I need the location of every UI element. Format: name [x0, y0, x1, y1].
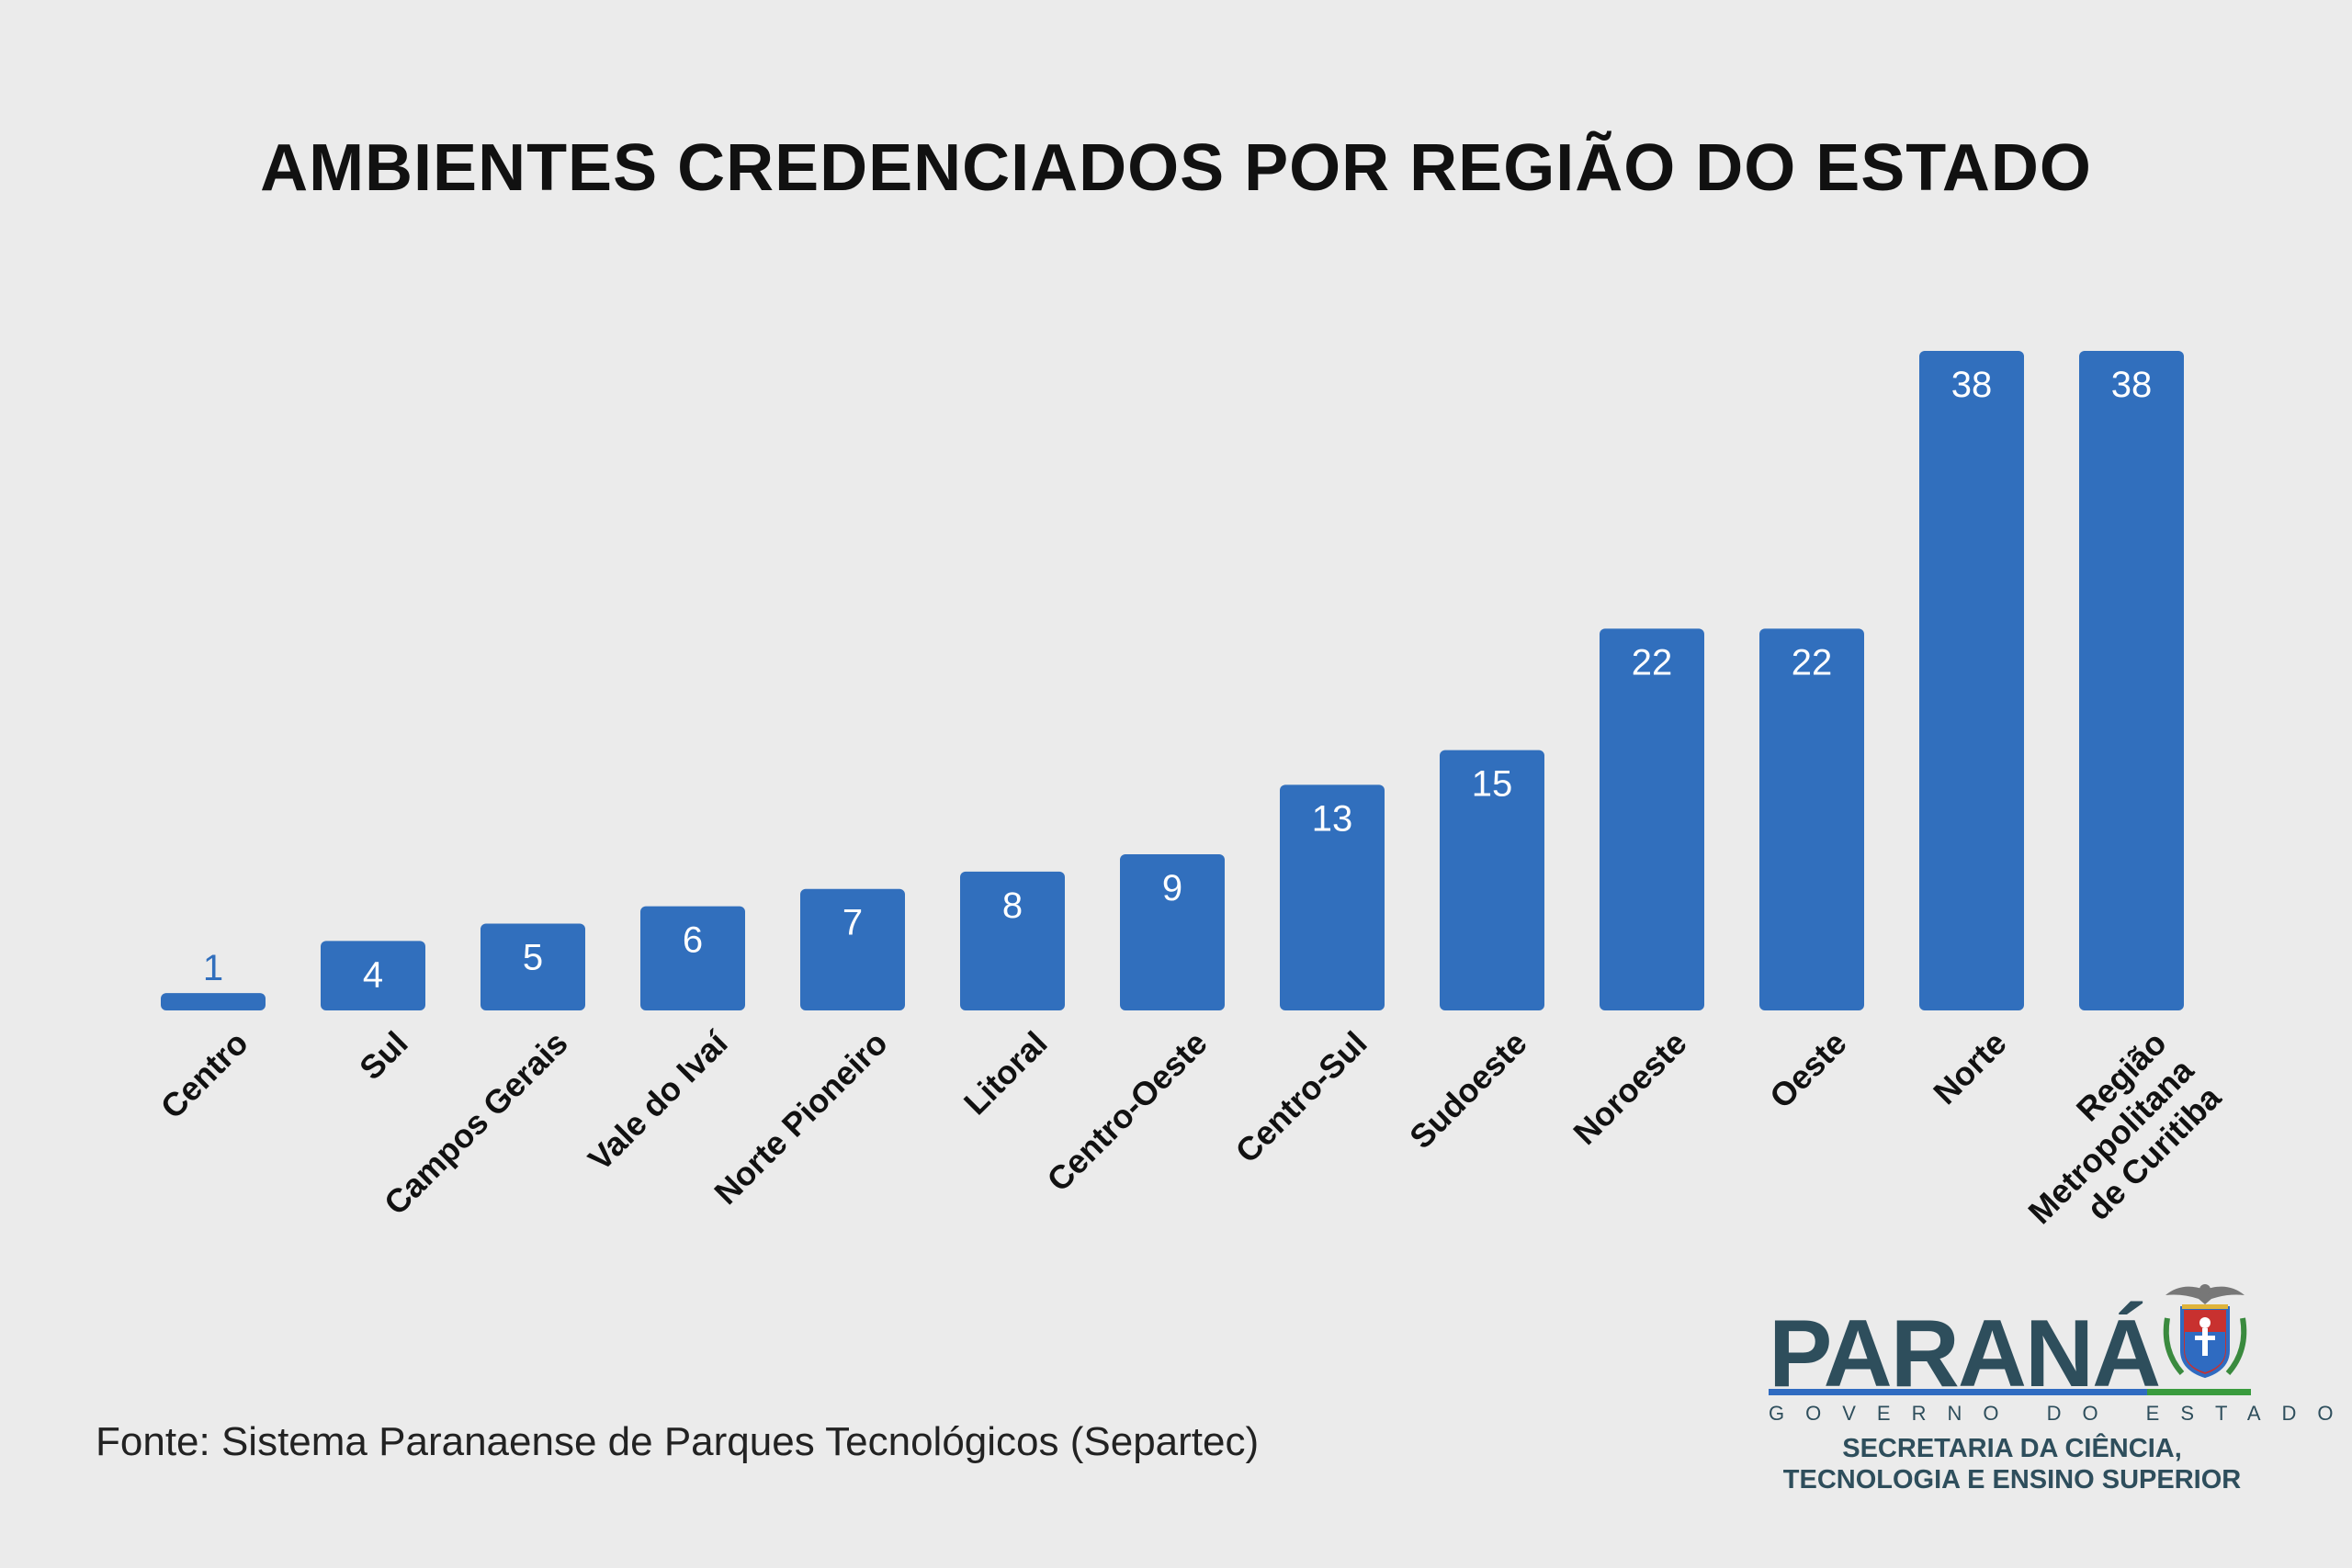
x-tick-label: Vale do Ivaí — [581, 1023, 735, 1178]
x-tick-label: Norte Pioneiro — [707, 1024, 894, 1212]
x-tick-label: Centro — [153, 1024, 255, 1126]
logo-blue-rule — [1769, 1389, 2147, 1395]
logo-department: SECRETARIA DA CIÊNCIA, TECNOLOGIA E ENSI… — [1764, 1433, 2260, 1495]
x-tick-label-line: Oeste — [1762, 1024, 1854, 1116]
x-tick-label: Norte — [1926, 1024, 2013, 1111]
logo-green-rule — [2147, 1389, 2251, 1395]
bar-value-label: 1 — [203, 948, 223, 988]
bar-value-label: 13 — [1312, 798, 1353, 839]
logo-subtitle: GOVERNO DO ESTADO — [1769, 1402, 2352, 1425]
x-tick-label: Sul — [352, 1024, 415, 1088]
bar — [640, 906, 745, 1010]
bar — [2079, 351, 2184, 1010]
bar — [1440, 750, 1544, 1010]
bar-value-label: 5 — [523, 938, 543, 978]
x-tick-label: Sudoeste — [1402, 1024, 1534, 1156]
bar — [1919, 351, 2024, 1010]
x-tick-label-line: Centro — [153, 1024, 255, 1126]
x-tick-label-line: Litoral — [956, 1024, 1055, 1122]
bar-value-label: 4 — [363, 954, 383, 995]
parana-logo: PARANÁ GOVERNO DO ESTADO SECRETARIA DA C… — [1764, 1277, 2352, 1497]
bar — [800, 888, 905, 1010]
bar — [1600, 628, 1704, 1010]
x-tick-label-line: Centro-Sul — [1228, 1024, 1374, 1170]
bar-value-label: 38 — [1951, 365, 1993, 405]
parana-coat-of-arms-icon — [2163, 1284, 2247, 1379]
x-tick-label-line: Norte — [1926, 1024, 2013, 1111]
bar-value-label: 8 — [1002, 886, 1023, 926]
logo-department-line1: SECRETARIA DA CIÊNCIA, — [1842, 1434, 2182, 1463]
logo-department-line2: TECNOLOGIA E ENSINO SUPERIOR — [1782, 1465, 2242, 1495]
bar — [960, 871, 1065, 1010]
bar — [1120, 853, 1225, 1010]
bar-value-label: 22 — [1792, 642, 1833, 682]
bar — [1280, 784, 1385, 1010]
chart-title: AMBIENTES CREDENCIADOS POR REGIÃO DO EST… — [260, 131, 2092, 205]
x-tick-label: Centro-Sul — [1228, 1024, 1374, 1170]
bar — [321, 941, 425, 1010]
bar — [1759, 628, 1864, 1010]
bar — [161, 993, 266, 1010]
x-tick-label-line: Noroeste — [1566, 1024, 1693, 1152]
bar-value-label: 22 — [1632, 642, 1673, 682]
bar-value-label: 6 — [683, 920, 703, 961]
x-tick-label-line: Sudoeste — [1402, 1024, 1534, 1156]
x-tick-label: Litoral — [956, 1024, 1055, 1122]
x-tick-label: Noroeste — [1566, 1024, 1693, 1152]
x-tick-label-line: Sul — [352, 1024, 415, 1088]
bar — [481, 923, 585, 1010]
bar-value-label: 9 — [1162, 868, 1182, 908]
x-tick-label-line: Norte Pioneiro — [707, 1024, 894, 1212]
x-tick-label: Centro-Oeste — [1039, 1024, 1214, 1199]
source-note: Fonte: Sistema Paranaense de Parques Tec… — [96, 1419, 1260, 1464]
x-tick-label-line: Vale do Ivaí — [581, 1023, 735, 1178]
x-tick-label: Oeste — [1762, 1024, 1854, 1116]
x-tick-label: RegiãoMetropolitanade Curitiba — [1994, 1023, 2229, 1258]
x-tick-label-line: Centro-Oeste — [1039, 1024, 1214, 1199]
bar-value-label: 15 — [1472, 764, 1513, 805]
bar-value-label: 38 — [2111, 365, 2153, 405]
bar-value-label: 7 — [842, 903, 863, 943]
